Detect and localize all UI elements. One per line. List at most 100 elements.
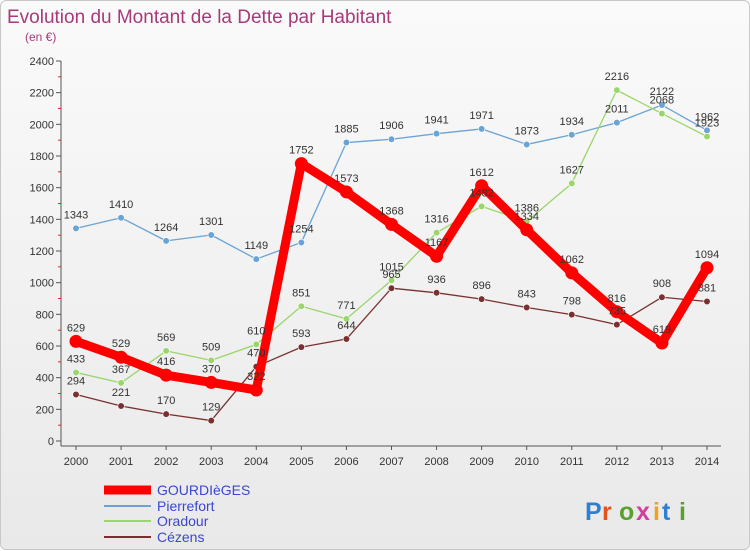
data-point <box>69 334 83 348</box>
data-label: 610 <box>247 325 265 337</box>
data-label: 1386 <box>514 203 538 215</box>
x-tick-label: 2006 <box>334 456 358 468</box>
data-point <box>114 350 128 364</box>
data-point <box>658 293 666 301</box>
data-label: 529 <box>112 338 130 350</box>
logo-letter: x <box>636 498 650 526</box>
data-point <box>475 179 489 193</box>
x-tick-label: 2013 <box>650 456 674 468</box>
data-label: 2011 <box>605 104 629 116</box>
x-tick-label: 2003 <box>199 456 223 468</box>
data-label: 1612 <box>469 167 493 179</box>
data-label: 370 <box>202 363 220 375</box>
data-point <box>655 336 669 350</box>
data-point <box>568 311 576 319</box>
data-point <box>339 185 353 199</box>
data-point <box>613 118 621 127</box>
y-tick-label: 1600 <box>30 183 54 195</box>
data-point <box>432 130 441 138</box>
data-label: 433 <box>67 353 85 365</box>
data-label: 1368 <box>379 205 403 217</box>
data-label: 735 <box>608 306 626 318</box>
data-point <box>387 135 396 143</box>
data-point <box>117 379 125 387</box>
legend-label: Pierrefort <box>157 498 215 514</box>
data-label: 896 <box>472 280 490 292</box>
data-label: 1334 <box>514 211 538 223</box>
y-tick-label: 2200 <box>30 88 54 100</box>
data-label: 843 <box>518 289 536 301</box>
y-tick-label: 800 <box>36 309 54 321</box>
data-point <box>520 223 534 237</box>
logo-letter: r <box>602 498 612 526</box>
data-label: 1015 <box>379 261 403 273</box>
data-label: 1410 <box>109 199 133 211</box>
x-tick-label: 2007 <box>379 456 403 468</box>
data-point <box>478 125 486 133</box>
data-point <box>252 340 260 349</box>
data-point <box>159 368 173 382</box>
data-label: 1885 <box>334 124 358 136</box>
logo-letter: P <box>585 498 602 526</box>
x-tick-label: 2009 <box>469 456 493 468</box>
chart-title: Evolution du Montant de la Dette par Hab… <box>7 7 392 28</box>
data-label: 1167 <box>425 237 449 249</box>
y-tick-label: 600 <box>36 341 54 353</box>
data-label: 1752 <box>289 145 313 157</box>
x-tick-label: 2005 <box>289 456 313 468</box>
data-label: 569 <box>157 332 175 344</box>
x-tick-label: 2002 <box>154 456 178 468</box>
data-point <box>523 303 531 312</box>
x-tick-label: 2010 <box>514 456 538 468</box>
x-tick-label: 2014 <box>695 456 719 468</box>
data-point <box>613 86 621 94</box>
y-tick-label: 2400 <box>30 56 54 68</box>
data-label: 816 <box>608 293 626 305</box>
data-label: 1934 <box>560 116 584 128</box>
data-label: 771 <box>337 300 355 312</box>
data-point <box>700 261 714 275</box>
y-tick-label: 400 <box>36 373 54 385</box>
data-label: 1941 <box>424 115 448 127</box>
data-point <box>72 390 80 399</box>
data-label: 294 <box>67 375 85 387</box>
data-point <box>658 109 666 118</box>
data-label: 908 <box>653 278 671 290</box>
data-point <box>342 315 351 323</box>
data-point <box>162 347 170 355</box>
data-label: 1923 <box>695 118 719 130</box>
data-point <box>523 140 531 149</box>
legend-label: Cézens <box>157 529 204 545</box>
legend-label: GOURDIèGES <box>157 482 250 498</box>
data-label: 851 <box>292 287 310 299</box>
data-label: 1316 <box>424 214 448 226</box>
data-point <box>72 368 80 377</box>
data-point <box>207 231 215 239</box>
x-tick-label: 2001 <box>109 456 133 468</box>
data-label: 1062 <box>560 254 584 266</box>
data-label: 1627 <box>560 164 584 176</box>
logo-letter: i <box>679 498 686 526</box>
data-point <box>568 131 576 139</box>
x-tick-label: 2000 <box>64 456 88 468</box>
chart-subtitle: (en €) <box>25 30 56 44</box>
data-point <box>387 276 396 284</box>
data-point <box>478 202 486 210</box>
logo-letter: o <box>619 498 634 526</box>
data-point <box>252 255 260 263</box>
data-label: 416 <box>157 356 175 368</box>
data-label: 1906 <box>379 120 403 132</box>
data-point <box>432 289 441 297</box>
data-point <box>207 416 215 425</box>
data-label: 1482 <box>469 187 493 199</box>
data-point <box>387 284 396 292</box>
data-label: 470 <box>247 348 265 360</box>
x-tick-label: 2012 <box>605 456 629 468</box>
data-label: 2216 <box>605 71 629 83</box>
data-point <box>72 224 80 232</box>
data-point <box>207 356 215 365</box>
series-layer <box>69 86 714 425</box>
data-label: 619 <box>653 324 671 336</box>
